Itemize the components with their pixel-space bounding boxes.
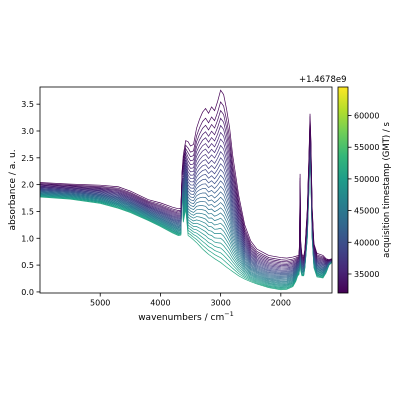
- colorbar-offset-text: +1.4678e9: [299, 75, 347, 85]
- colorbar-tick-label: 55000: [354, 143, 379, 152]
- colorbar: [337, 86, 349, 294]
- x-tick-label: 5000: [90, 299, 110, 308]
- colorbar-tick-label: 40000: [354, 238, 379, 247]
- y-tick-label: 0.0: [21, 288, 34, 297]
- y-tick-label: 1.5: [21, 207, 34, 216]
- colorbar-label: acquisition timestamp (GMT) / s: [382, 122, 392, 258]
- colorbar-tick-label: 45000: [354, 207, 379, 216]
- x-tick-label: 2000: [271, 299, 291, 308]
- colorbar-tick-label: 35000: [354, 270, 379, 279]
- x-axis-ticks: 5000 4000 3000 2000: [90, 293, 291, 308]
- y-axis-ticks: 0.0 0.5 1.0 1.5 2.0 2.5 3.0 3.5: [21, 100, 40, 297]
- y-tick-label: 3.5: [21, 100, 34, 109]
- x-tick-label: 3000: [210, 299, 230, 308]
- y-tick-label: 3.0: [21, 127, 34, 136]
- y-tick-label: 2.0: [21, 181, 34, 190]
- plot-area-frame: [39, 86, 333, 294]
- y-tick-label: 0.5: [21, 261, 34, 270]
- colorbar-tick-label: 60000: [354, 112, 379, 121]
- x-tick-label: 4000: [150, 299, 170, 308]
- x-axis-label: wavenumbers / cm−1: [138, 310, 234, 323]
- colorbar-ticks: 35000 40000 45000 50000 55000 60000: [348, 112, 379, 279]
- y-tick-label: 2.5: [21, 154, 34, 163]
- spectra-series-group: [40, 89, 332, 291]
- spectrum-line: [40, 89, 332, 261]
- y-axis-label: absorbance / a. u.: [8, 149, 18, 230]
- y-tick-label: 1.0: [21, 234, 34, 243]
- colorbar-tick-label: 50000: [354, 175, 379, 184]
